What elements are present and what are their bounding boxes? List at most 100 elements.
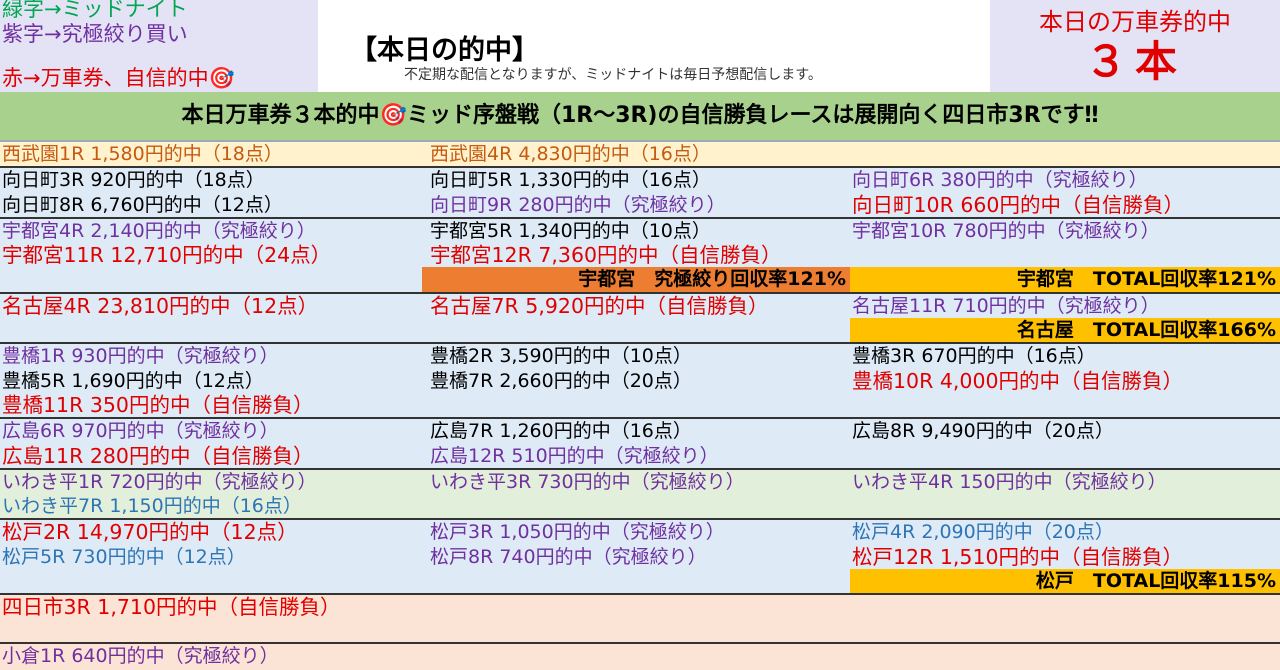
row: 名古屋4R 23,810円的中（12点） 名古屋7R 5,920円的中（自信勝負）… [0, 294, 1280, 318]
summary-bar: 名古屋 TOTAL回収率166% [850, 318, 1280, 343]
result: 宇都宮5R 1,340円的中（10点） [430, 219, 711, 242]
results: 西武園1R 1,580円的中（18点） 西武園4R 4,830円的中（16点） 向日… [0, 140, 1280, 670]
row: いわき平1R 720円的中（究極絞り） いわき平3R 730円的中（究極絞り） いわ… [0, 470, 1280, 494]
count-box: 本日の万車券的中 ３本 [990, 0, 1280, 92]
row: 宇都宮11R 12,710円的中（24点） 宇都宮12R 7,360円的中（自信勝… [0, 243, 1280, 267]
row: 小倉1R 640円的中（究極絞り） [0, 644, 1280, 668]
result: 松戸3R 1,050円的中（究極絞り） [430, 521, 725, 544]
result: 向日町10R 660円的中（自信勝負） [852, 192, 1184, 217]
result: 広島12R 510円的中（究極絞り） [430, 444, 719, 467]
result: いわき平3R 730円的中（究極絞り） [430, 470, 745, 493]
empty-cell [422, 595, 850, 619]
result: 松戸12R 1,510円的中（自信勝負） [852, 544, 1184, 569]
empty-cell [0, 267, 422, 291]
empty-cell [850, 494, 1280, 518]
row: 名古屋 TOTAL回収率166% [0, 318, 1280, 343]
legend-item: 紫字→究極絞り買い [2, 22, 188, 46]
section: 向日町3R 920円的中（18点） 向日町5R 1,330円的中（16点） 向日町6… [0, 166, 1280, 217]
section: 松戸2R 14,970円的中（12点） 松戸3R 1,050円的中（究極絞り） 松戸… [0, 518, 1280, 594]
result: 名古屋4R 23,810円的中（12点） [2, 293, 319, 318]
row: 松戸5R 730円的中（12点） 松戸8R 740円的中（究極絞り） 松戸12R 1… [0, 545, 1280, 569]
row: 広島6R 970円的中（究極絞り） 広島7R 1,260円的中（16点） 広島8R … [0, 419, 1280, 443]
legend-item: 緑字→ミッドナイト [2, 0, 188, 21]
count-title: 本日の万車券的中 [1039, 8, 1231, 36]
result: 向日町8R 6,760円的中（12点） [2, 193, 283, 216]
summary-bar: 宇都宮 究極絞り回収率121% [422, 267, 850, 292]
result: いわき平1R 720円的中（究極絞り） [2, 470, 317, 493]
row: 西武園1R 1,580円的中（18点） 西武園4R 4,830円的中（16点） [0, 142, 1280, 166]
result: 名古屋11R 710円的中（究極絞り） [852, 294, 1160, 317]
empty-cell [422, 393, 850, 417]
empty-cell [850, 644, 1280, 668]
banner: 本日万車券３本的中🎯ミッド序盤戦（1R〜3R)の自信勝負レースは展開向く四日市3… [0, 92, 1280, 140]
summary-bar: 松戸 TOTAL回収率115% [850, 569, 1280, 594]
empty-cell [0, 318, 422, 342]
title: 【本日の的中】 [350, 35, 539, 66]
result: 向日町5R 1,330円的中（16点） [430, 169, 711, 192]
row: 向日町3R 920円的中（18点） 向日町5R 1,330円的中（16点） 向日町6… [0, 168, 1280, 192]
result: 宇都宮10R 780円的中（究極絞り） [852, 219, 1160, 242]
result: 名古屋7R 5,920円的中（自信勝負） [430, 293, 769, 318]
row: 広島11R 280円的中（自信勝負） 広島12R 510円的中（究極絞り） [0, 444, 1280, 468]
row: 豊橋11R 350円的中（自信勝負） [0, 393, 1280, 417]
result: 広島8R 9,490円的中（20点） [852, 420, 1114, 443]
section: 広島6R 970円的中（究極絞り） 広島7R 1,260円的中（16点） 広島8R … [0, 417, 1280, 468]
row: 宇都宮 究極絞り回収率121% 宇都宮 TOTAL回収率121% [0, 267, 1280, 292]
empty-cell [422, 569, 850, 593]
result: 西武園1R 1,580円的中（18点） [2, 143, 283, 165]
row: 豊橋1R 930円的中（究極絞り） 豊橋2R 3,590円的中（10点） 豊橋3R … [0, 344, 1280, 368]
legend-box: 緑字→ミッドナイト 紫字→究極絞り買い赤→万車券、自信的中🎯 [0, 0, 318, 92]
row: 向日町8R 6,760円的中（12点） 向日町9R 280円的中（究極絞り） 向日町… [0, 193, 1280, 217]
empty-cell [0, 569, 422, 593]
empty-cell [422, 644, 850, 668]
summary-bar: 宇都宮 TOTAL回収率121% [850, 267, 1280, 292]
section: いわき平1R 720円的中（究極絞り） いわき平3R 730円的中（究極絞り） いわ… [0, 467, 1280, 519]
empty-cell [850, 243, 1280, 267]
result: 松戸2R 14,970円的中（12点） [2, 520, 298, 545]
section: 名古屋4R 23,810円的中（12点） 名古屋7R 5,920円的中（自信勝負）… [0, 291, 1280, 343]
section: 小倉1R 640円的中（究極絞り） [0, 642, 1280, 670]
result: 豊橋11R 350円的中（自信勝負） [2, 392, 314, 417]
row: 松戸2R 14,970円的中（12点） 松戸3R 1,050円的中（究極絞り） 松戸… [0, 520, 1280, 544]
empty-cell [850, 595, 1280, 619]
result: 宇都宮11R 12,710円的中（24点） [2, 243, 332, 268]
row: 宇都宮4R 2,140円的中（究極絞り） 宇都宮5R 1,340円的中（10点） 宇… [0, 219, 1280, 243]
section: 四日市3R 1,710円的中（自信勝負） [0, 593, 1280, 643]
result: 豊橋3R 670円的中（16点） [852, 345, 1096, 368]
result: いわき平4R 150円的中（究極絞り） [852, 470, 1167, 493]
empty-cell [850, 444, 1280, 468]
result: 宇都宮4R 2,140円的中（究極絞り） [2, 219, 316, 242]
empty-cell [850, 142, 1280, 166]
result: 西武園4R 4,830円的中（16点） [430, 143, 711, 165]
legend-item: 赤→万車券、自信的中🎯 [2, 66, 235, 90]
row: 四日市3R 1,710円的中（自信勝負） [0, 595, 1280, 619]
result: 小倉1R 640円的中（究極絞り） [2, 645, 279, 668]
section: 豊橋1R 930円的中（究極絞り） 豊橋2R 3,590円的中（10点） 豊橋3R … [0, 342, 1280, 418]
row: いわき平7R 1,150円的中（16点） [0, 494, 1280, 518]
result: 広島7R 1,260円的中（16点） [430, 420, 692, 443]
result: 向日町6R 380円的中（究極絞り） [852, 169, 1148, 192]
count: ３本 [1084, 37, 1185, 86]
result: 豊橋2R 3,590円的中（10点） [430, 345, 692, 368]
empty-cell [422, 318, 850, 342]
result: 豊橋5R 1,690円的中（12点） [2, 369, 264, 392]
result: 向日町3R 920円的中（18点） [2, 169, 265, 192]
result: 向日町9R 280円的中（究極絞り） [430, 193, 726, 216]
result: 四日市3R 1,710円的中（自信勝負） [2, 595, 341, 620]
result: 松戸5R 730円的中（12点） [2, 545, 246, 568]
result: いわき平7R 1,150円的中（16点） [2, 495, 302, 518]
result: 宇都宮12R 7,360円的中（自信勝負） [430, 243, 782, 268]
subtitle: 不定期な配信となりますが、ミッドナイトは毎日予想配信します。 [404, 67, 822, 83]
section: 宇都宮4R 2,140円的中（究極絞り） 宇都宮5R 1,340円的中（10点）宇… [0, 216, 1280, 292]
empty-cell [422, 494, 850, 518]
result: 豊橋10R 4,000円的中（自信勝負） [852, 368, 1184, 393]
result: 松戸4R 2,090円的中（20点） [852, 521, 1114, 544]
result: 松戸8R 740円的中（究極絞り） [430, 545, 707, 568]
title-box: 【本日の的中】 不定期な配信となりますが、ミッドナイトは毎日予想配信します。 [318, 0, 990, 92]
result: 豊橋7R 2,660円的中（20点） [430, 369, 692, 392]
empty-cell [850, 393, 1280, 417]
row: 豊橋5R 1,690円的中（12点） 豊橋7R 2,660円的中（20点） 豊橋10… [0, 369, 1280, 393]
section: 西武園1R 1,580円的中（18点） 西武園4R 4,830円的中（16点） [0, 140, 1280, 167]
row: 松戸 TOTAL回収率115% [0, 569, 1280, 594]
